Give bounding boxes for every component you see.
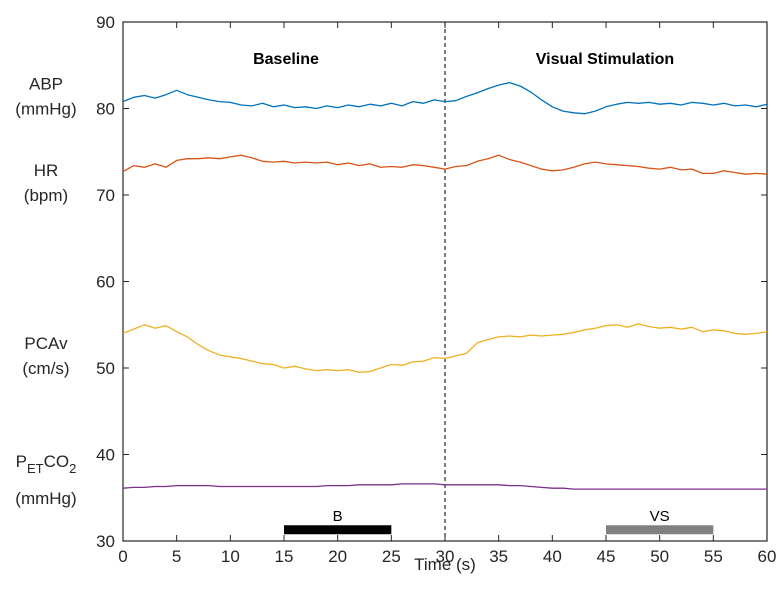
- x-tick-label: 60: [758, 547, 777, 566]
- x-tick-label: 5: [172, 547, 181, 566]
- series-line-3: [122, 483, 767, 490]
- x-tick-label: 35: [489, 547, 508, 566]
- y-tick-label: 70: [96, 186, 115, 205]
- y-tick-label: 30: [96, 532, 115, 551]
- side-label-name: PCAv: [24, 334, 68, 353]
- x-tick-label: 0: [118, 547, 127, 566]
- phase-label: Baseline: [253, 51, 319, 68]
- x-tick-label: 55: [704, 547, 723, 566]
- x-tick-label: 45: [597, 547, 616, 566]
- side-label-unit: (cm/s): [22, 359, 69, 378]
- x-tick-label: 40: [543, 547, 562, 566]
- x-tick-label: 30: [436, 547, 455, 566]
- x-tick-label: 10: [221, 547, 240, 566]
- series-line-2: [122, 323, 768, 373]
- x-tick-label: 20: [328, 547, 347, 566]
- x-axis-label: Time (s): [414, 555, 476, 574]
- side-label-part: 2: [69, 461, 76, 476]
- side-label-name: HR: [34, 161, 59, 180]
- period-label: VS: [650, 508, 670, 525]
- side-label-unit: (mmHg): [15, 489, 76, 508]
- side-label-petco2: PETCO2: [16, 452, 77, 476]
- phase-label: Visual Stimulation: [536, 51, 674, 68]
- y-tick-label: 50: [96, 359, 115, 378]
- side-label-part: CO: [44, 452, 70, 471]
- y-tick-label: 40: [96, 446, 115, 465]
- period-bar: [606, 525, 714, 535]
- series-line-1: [122, 154, 768, 175]
- side-label-name: ABP: [29, 75, 63, 94]
- y-tick-label: 80: [96, 100, 115, 119]
- x-tick-label: 50: [650, 547, 669, 566]
- side-label-unit: (mmHg): [15, 100, 76, 119]
- period-label: B: [333, 508, 343, 525]
- x-tick-label: 15: [275, 547, 294, 566]
- y-tick-label: 90: [96, 13, 115, 32]
- x-tick-label: 25: [382, 547, 401, 566]
- side-label-part: P: [16, 452, 27, 471]
- side-label-unit: (bpm): [24, 186, 68, 205]
- y-tick-label: 60: [96, 273, 115, 292]
- series-line-0: [122, 81, 768, 115]
- period-bar: [284, 525, 392, 535]
- side-label-part: ET: [27, 461, 44, 476]
